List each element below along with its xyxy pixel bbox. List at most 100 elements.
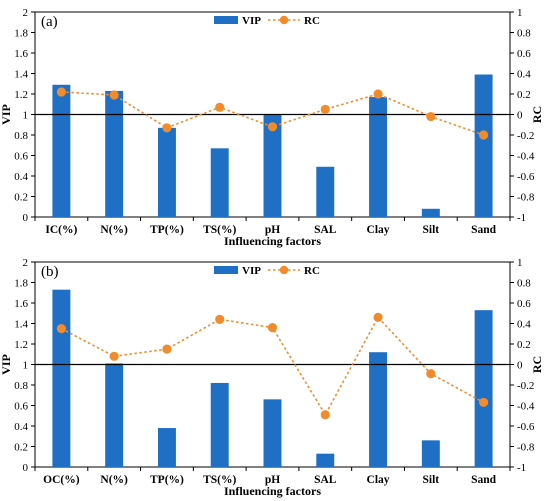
point [56,324,66,334]
panel-label: (a) [41,14,58,30]
y2-tick-label: 0.6 [517,48,531,60]
y2-tick-label: 1 [517,7,523,19]
bar [369,352,388,467]
point [215,314,225,324]
y-tick-label: 0.4 [14,421,28,433]
category-label: TS(%) [203,474,236,486]
y-tick-label: 0.2 [14,192,28,204]
point [162,123,172,133]
y2-tick-label: 0.4 [517,69,531,81]
y2-tick-label: -0.2 [517,380,534,392]
category-label: Sand [471,474,497,486]
point [109,351,119,361]
legend-label-vip: VIP [242,15,261,27]
y2-tick-label: 0.4 [517,319,531,331]
bar [157,428,176,467]
y2-tick-label: 1 [517,257,523,269]
y-axis-label: VIP [0,354,13,375]
chart-marks: 0 0.2 0.4 0.6 0.8 1 1.2 1.4 1.6 1.8 2 -1 -0.8 -0.6 -0.… [14,7,535,236]
bar [316,166,335,217]
bar [263,399,282,467]
point [426,111,436,122]
point [373,312,383,322]
x-axis-label: Influencing factors [224,484,321,498]
y-tick-label: 1.4 [14,319,28,331]
point [56,87,66,97]
y-tick-label: 0.8 [14,130,28,142]
bar [316,453,335,467]
category-label: OC(%) [43,474,80,486]
point [479,130,489,140]
point [162,344,172,354]
y-tick-label: 1.2 [14,89,28,101]
x-axis-label: Influencing factors [224,234,321,248]
chart-marks: 0 0.2 0.4 0.6 0.8 1 1.2 1.4 1.6 1.8 2 -1 -0.8 -0.6 -0.… [14,257,535,486]
bar [474,310,493,467]
y2-tick-label: -0.8 [517,192,535,204]
bar [474,74,493,218]
y-tick-label: 0.6 [14,401,28,413]
y2-axis-label: RC [530,356,544,373]
bar [421,208,440,217]
y2-tick-label: -0.4 [517,151,535,163]
point [479,397,489,408]
legend-marker-rc [279,265,289,275]
y2-tick-label: 0.8 [517,278,531,290]
series-line-rc [61,91,484,136]
y2-tick-label: 0.8 [517,28,531,40]
y-tick-label: 0.8 [14,380,28,392]
point [320,104,330,114]
y-axis-label: VIP [0,104,13,125]
y-tick-label: 1.4 [14,69,28,81]
bar [210,382,229,467]
y2-tick-label: 0.6 [517,298,531,310]
y-tick-label: 1.6 [14,298,28,310]
category-label: pH [265,474,280,486]
y2-axis-label: RC [530,106,544,123]
point [267,122,278,132]
chart-panel-a: 0 0.2 0.4 0.6 0.8 1 1.2 1.4 1.6 1.8 2 -1 -0.8 -0.6 -0.… [0,7,544,248]
category-label: TP(%) [150,474,184,486]
y-tick-label: 0 [23,462,29,474]
bar [105,90,124,217]
y-tick-label: 0.4 [14,171,28,183]
category-label: SAL [314,224,337,236]
bar [52,289,71,467]
y-tick-label: 0 [23,212,29,224]
category-label: TP(%) [150,224,184,236]
legend-label-rc: RC [304,15,320,27]
bar [263,114,282,217]
y-tick-label: 0.2 [14,442,28,454]
bar [52,84,71,218]
category-label: N(%) [100,224,128,236]
y2-tick-label: -0.6 [517,171,535,183]
bar [105,363,124,467]
y2-tick-label: 0 [517,110,523,122]
y-tick-label: 1 [23,110,29,122]
y2-tick-label: 0 [517,360,523,372]
y2-tick-label: 0.2 [517,89,531,101]
y2-tick-label: -0.2 [517,130,534,142]
category-label: pH [265,224,280,236]
point [109,90,119,100]
category-label: Clay [367,474,390,486]
point [373,89,383,99]
y2-tick-label: -1 [517,462,526,474]
y-tick-label: 2 [23,7,29,19]
y2-tick-label: 0.2 [517,339,531,351]
point [267,323,278,333]
category-label: IC(%) [45,224,77,236]
category-label: Sand [471,224,497,236]
bar [369,97,388,217]
category-label: Silt [423,224,440,236]
y-tick-label: 0.6 [14,151,28,163]
y2-tick-label: -0.6 [517,421,535,433]
chart-panel-b: 0 0.2 0.4 0.6 0.8 1 1.2 1.4 1.6 1.8 2 -1 -0.8 -0.6 -0.… [0,257,544,498]
y-tick-label: 1.8 [14,28,28,40]
category-label: TS(%) [203,224,236,236]
y2-tick-label: -0.8 [517,442,535,454]
point [320,410,330,420]
y-tick-label: 1 [23,360,29,372]
panel-label: (b) [41,264,59,280]
category-label: Clay [367,224,390,236]
